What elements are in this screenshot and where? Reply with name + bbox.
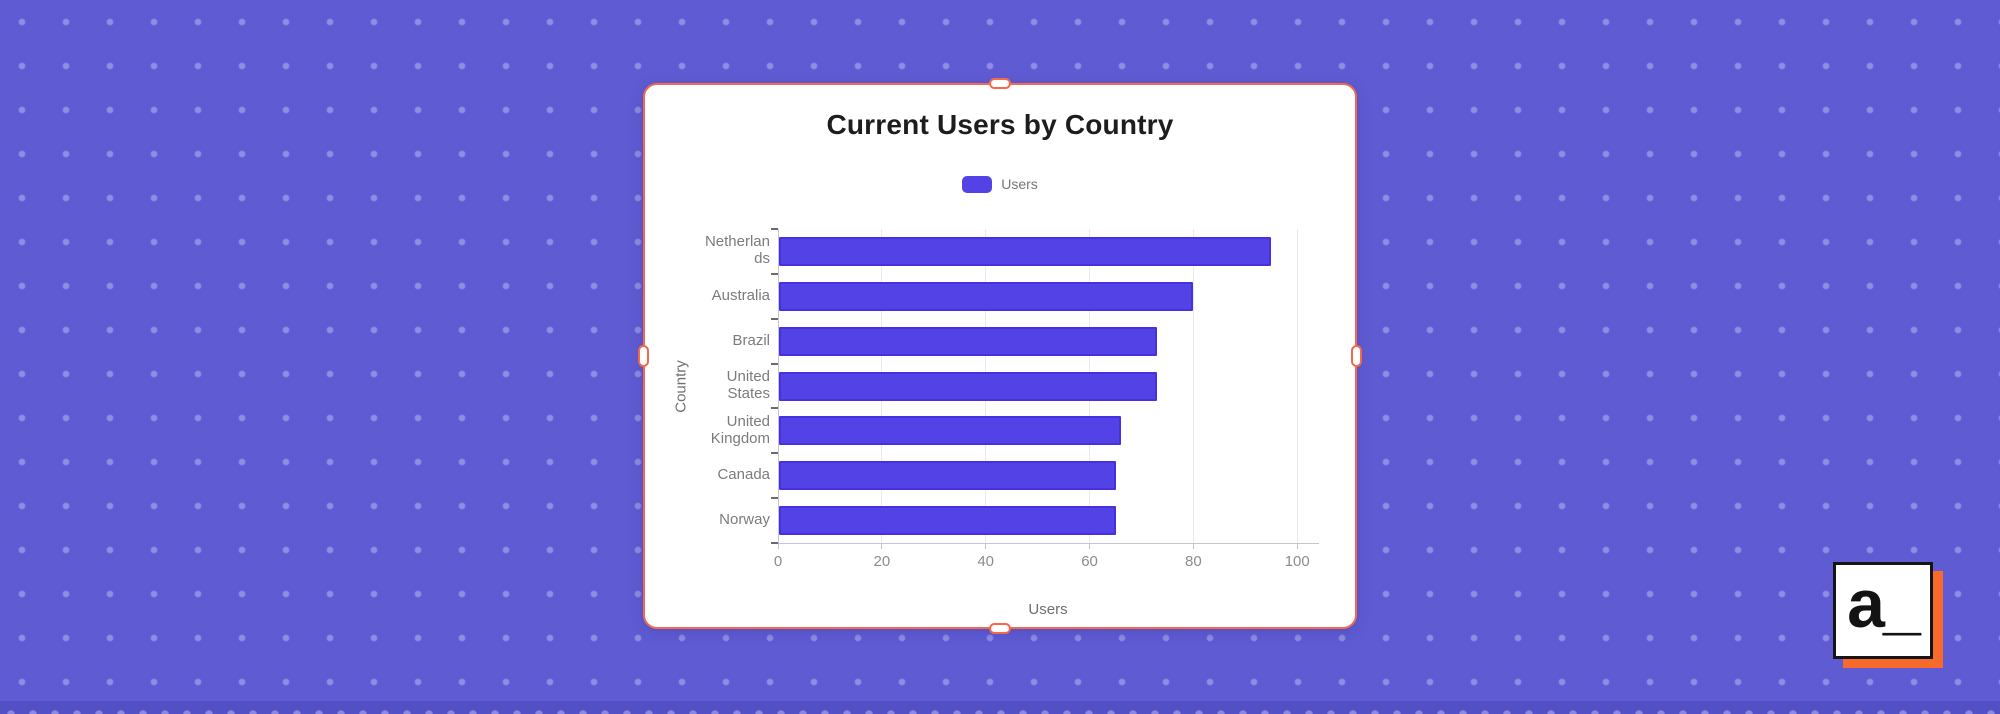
x-axis-tick-20 bbox=[881, 543, 883, 549]
x-axis-tick-100 bbox=[1296, 543, 1298, 549]
resize-handle-top[interactable] bbox=[989, 78, 1011, 89]
bar-united-states[interactable] bbox=[779, 371, 1158, 401]
chart-widget-card[interactable]: Current Users by Country Users Netherlan… bbox=[638, 78, 1362, 634]
x-axis-label-100: 100 bbox=[1284, 553, 1310, 570]
chart: Current Users by Country Users Netherlan… bbox=[645, 85, 1355, 627]
x-axis-tick-40 bbox=[985, 543, 987, 549]
x-axis-label-40: 40 bbox=[977, 553, 995, 570]
chart-title: Current Users by Country bbox=[826, 109, 1174, 140]
x-axis-tick-60 bbox=[1089, 543, 1091, 549]
x-axis-label-0: 0 bbox=[773, 553, 783, 570]
bar-united-kingdom[interactable] bbox=[779, 416, 1121, 446]
bar-canada[interactable] bbox=[779, 461, 1116, 491]
y-axis-label-united-kingdom: United Kingdom bbox=[710, 412, 770, 447]
y-axis-tick bbox=[771, 452, 778, 455]
appsmith-logo: a_ bbox=[1833, 562, 1945, 670]
y-axis-label-canada: Canada bbox=[717, 466, 770, 484]
legend-label: Users bbox=[1001, 176, 1038, 192]
y-axis-tick bbox=[771, 362, 778, 365]
y-axis-tick bbox=[771, 542, 778, 544]
y-axis-label-netherlands: Netherlan ds bbox=[704, 233, 770, 268]
legend-item-users[interactable]: Users bbox=[645, 175, 1355, 193]
x-axis-label-60: 60 bbox=[1081, 553, 1098, 570]
resize-handle-bottom[interactable] bbox=[989, 623, 1011, 634]
x-axis-tick-0 bbox=[777, 543, 779, 549]
y-axis-tick bbox=[771, 407, 778, 410]
logo-box: a_ bbox=[1833, 562, 1933, 659]
legend-swatch bbox=[962, 175, 993, 193]
y-axis-label-norway: Norway bbox=[719, 511, 770, 529]
resize-handle-left[interactable] bbox=[638, 345, 649, 367]
y-axis-tick bbox=[771, 317, 778, 320]
y-axis-label-brazil: Brazil bbox=[732, 331, 770, 349]
x-axis-label-80: 80 bbox=[1185, 553, 1202, 570]
x-axis-title: Users bbox=[1028, 601, 1068, 618]
y-axis-label-australia: Australia bbox=[711, 286, 770, 304]
background-bottom-strip bbox=[0, 701, 2000, 714]
y-axis-tick bbox=[771, 228, 778, 230]
y-axis-title: Country bbox=[672, 360, 690, 413]
resize-handle-right[interactable] bbox=[1351, 345, 1362, 367]
bar-netherlands[interactable] bbox=[779, 236, 1272, 266]
bar-australia[interactable] bbox=[779, 281, 1194, 311]
logo-text: a_ bbox=[1847, 565, 1921, 642]
gridline-x-80 bbox=[1192, 229, 1194, 543]
y-axis-tick bbox=[771, 497, 778, 500]
x-axis-label-20: 20 bbox=[873, 553, 891, 570]
chart-plot-layer: Netherlan ds Australia Brazil United States Un… bbox=[645, 85, 1355, 627]
gridline-x-100 bbox=[1296, 229, 1298, 543]
bar-brazil[interactable] bbox=[779, 326, 1158, 356]
y-axis-label-united-states: United States bbox=[726, 368, 770, 402]
y-axis-tick bbox=[771, 272, 778, 275]
plot-frame bbox=[778, 229, 1319, 544]
x-axis-tick-80 bbox=[1192, 543, 1194, 549]
bar-norway[interactable] bbox=[779, 506, 1116, 536]
